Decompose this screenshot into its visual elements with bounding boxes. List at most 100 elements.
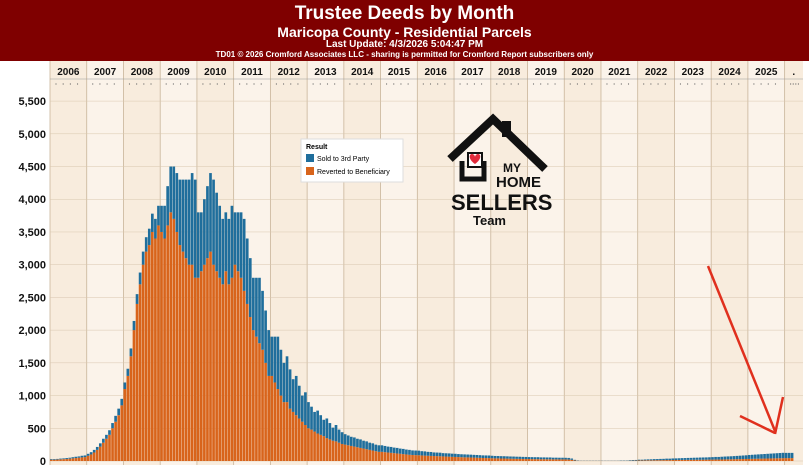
month-tick bbox=[239, 83, 241, 85]
month-tick bbox=[466, 83, 468, 85]
bar-reverted bbox=[285, 402, 289, 461]
bar-reverted bbox=[738, 459, 742, 461]
bar-sold bbox=[80, 455, 84, 458]
logo-text-team: Team bbox=[473, 213, 506, 228]
bar-reverted bbox=[227, 284, 231, 461]
bar-sold bbox=[331, 427, 335, 441]
bar-sold bbox=[521, 456, 525, 459]
bar-sold bbox=[322, 419, 326, 437]
month-tick bbox=[429, 83, 432, 85]
bar-reverted bbox=[89, 454, 93, 461]
month-tick bbox=[356, 83, 358, 85]
bar-reverted bbox=[732, 459, 736, 461]
bar-sold bbox=[435, 452, 439, 457]
month-tick bbox=[437, 83, 439, 85]
bar-reverted bbox=[166, 225, 169, 461]
year-band bbox=[417, 61, 455, 465]
bar-sold bbox=[496, 456, 500, 459]
bar-sold bbox=[236, 212, 240, 272]
bar-sold bbox=[790, 452, 794, 459]
bar-sold bbox=[187, 179, 191, 265]
month-tick bbox=[459, 83, 461, 85]
month-tick bbox=[480, 83, 483, 85]
bar-reverted bbox=[438, 456, 442, 461]
bar-sold bbox=[304, 392, 307, 426]
month-tick bbox=[326, 83, 329, 85]
bar-sold bbox=[258, 277, 261, 344]
bar-reverted bbox=[279, 395, 283, 461]
month-tick bbox=[69, 83, 71, 85]
bar-reverted bbox=[769, 458, 772, 461]
bar-sold bbox=[160, 205, 163, 232]
bar-sold bbox=[83, 455, 87, 458]
bar-sold bbox=[89, 452, 93, 455]
bar-sold bbox=[450, 453, 454, 457]
bar-sold bbox=[377, 445, 381, 452]
bar-sold bbox=[533, 457, 537, 460]
bar-reverted bbox=[77, 457, 81, 461]
bar-sold bbox=[487, 455, 491, 459]
bar-sold bbox=[285, 356, 289, 403]
month-tick bbox=[767, 83, 769, 85]
bar-reverted bbox=[643, 460, 647, 461]
month-tick bbox=[687, 83, 689, 85]
bar-sold bbox=[248, 258, 252, 318]
month-tick bbox=[716, 83, 718, 85]
bar-reverted bbox=[353, 446, 356, 461]
bar-reverted bbox=[163, 238, 166, 461]
bar-sold bbox=[659, 458, 662, 461]
bar-reverted bbox=[319, 434, 323, 461]
x-tick-label: 2011 bbox=[241, 67, 263, 78]
month-tick bbox=[106, 83, 108, 85]
chart-title: Trustee Deeds by Month bbox=[294, 3, 515, 24]
bar-sold bbox=[135, 294, 139, 304]
bar-reverted bbox=[637, 460, 641, 461]
bar-sold bbox=[545, 457, 549, 460]
bar-sold bbox=[555, 457, 558, 460]
bar-sold bbox=[230, 205, 234, 278]
y-tick-label: 4,500 bbox=[18, 162, 46, 174]
bar-reverted bbox=[729, 459, 733, 461]
bar-reverted bbox=[717, 459, 720, 461]
bar-sold bbox=[398, 448, 402, 454]
bar-sold bbox=[310, 406, 313, 430]
x-tick-label: 2025 bbox=[755, 67, 778, 78]
month-tick bbox=[503, 83, 505, 85]
arrow-head-left bbox=[739, 414, 776, 435]
bar-reverted bbox=[463, 457, 466, 461]
month-tick bbox=[136, 83, 138, 85]
bar-reverted bbox=[340, 443, 344, 461]
bar-sold bbox=[680, 458, 684, 460]
x-tick-label: . bbox=[792, 67, 795, 78]
month-tick bbox=[143, 83, 145, 85]
bar-reverted bbox=[457, 457, 460, 461]
bar-sold bbox=[411, 450, 414, 455]
month-tick bbox=[290, 83, 292, 85]
legend-title: Result bbox=[306, 144, 328, 151]
month-tick bbox=[209, 83, 211, 85]
bar-reverted bbox=[720, 459, 724, 461]
bar-sold bbox=[276, 336, 280, 390]
bar-reverted bbox=[741, 459, 745, 461]
bar-sold bbox=[374, 444, 378, 452]
trustee-deeds-chart: 2006 2007 2008 2009 2010 2011 2012 2013 2014 2015… bbox=[18, 61, 803, 465]
bar-sold bbox=[747, 454, 751, 459]
bar-sold bbox=[343, 434, 347, 445]
month-tick bbox=[62, 83, 64, 85]
bar-sold bbox=[62, 458, 65, 460]
bar-sold bbox=[221, 218, 225, 285]
bar-sold bbox=[114, 415, 117, 422]
bar-sold bbox=[414, 450, 417, 456]
bar-reverted bbox=[469, 457, 473, 461]
bar-reverted bbox=[787, 458, 791, 461]
legend-label-reverted: Reverted to Beneficiary bbox=[317, 169, 390, 176]
month-tick bbox=[172, 83, 174, 85]
bar-sold bbox=[668, 458, 671, 461]
bar-sold bbox=[270, 336, 274, 376]
bar-sold bbox=[420, 451, 424, 456]
bar-sold bbox=[59, 458, 62, 460]
bar-reverted bbox=[273, 382, 277, 461]
bar-sold bbox=[454, 453, 457, 457]
bar-sold bbox=[203, 199, 206, 265]
bar-reverted bbox=[135, 303, 139, 461]
